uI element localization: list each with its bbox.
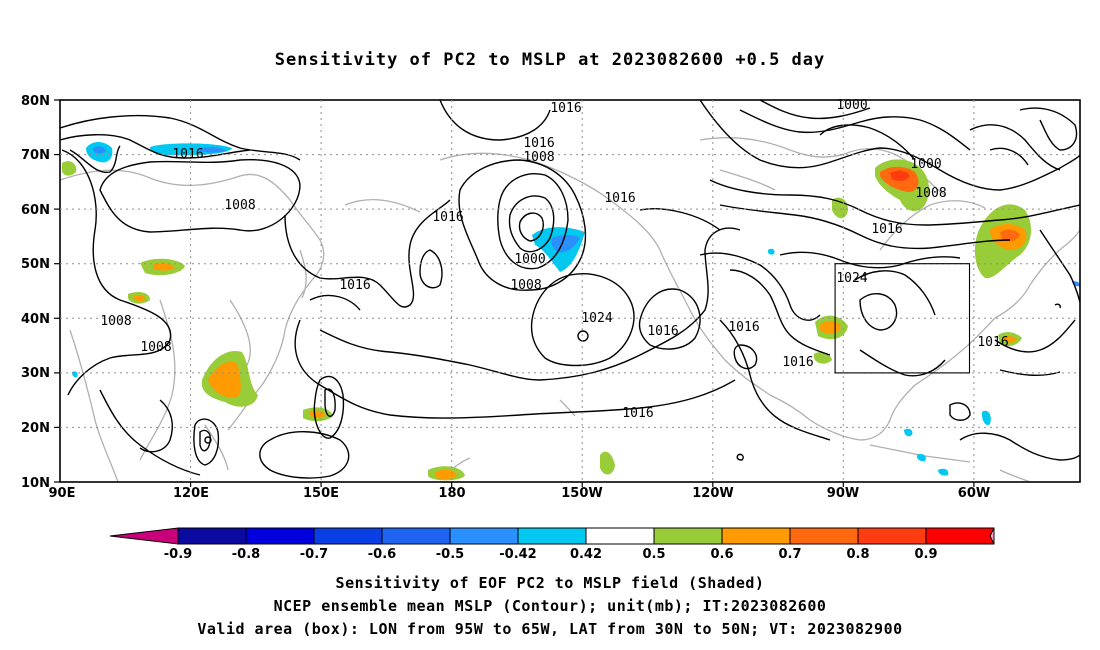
lat-label: 40N [21, 312, 50, 327]
colorbar: -0.9 -0.8 -0.7 -0.6 -0.5 -0.42 0.42 0.5 0.6 0.7 0.… [109, 527, 995, 562]
colorbar-segment [177, 527, 247, 545]
colorbar-segment [109, 527, 179, 545]
latitude-ticks [54, 99, 60, 483]
colorbar-label: -0.7 [300, 547, 328, 562]
colorbar-label: 0.9 [914, 547, 937, 562]
contour-label: 1016 [622, 406, 653, 421]
colorbar-label: 0.5 [642, 547, 665, 562]
colorbar-label: 0.7 [778, 547, 801, 562]
contour-label: 1000 [514, 252, 545, 267]
colorbar-segment [721, 527, 791, 545]
lon-label: 60W [958, 486, 990, 501]
colorbar-segment [857, 527, 927, 545]
lon-label: 120E [173, 486, 209, 501]
colorbar-segment [449, 527, 519, 545]
footer-line-contour: NCEP ensemble mean MSLP (Contour); unit(… [273, 597, 827, 615]
contour-label: 1016 [550, 101, 581, 116]
colorbar-label: 0.6 [710, 547, 733, 562]
lat-label: 20N [21, 421, 50, 436]
lat-label: 50N [21, 257, 50, 272]
colorbar-label: 0.8 [846, 547, 869, 562]
contour-label: 1008 [100, 314, 131, 329]
contour-label: 1016 [977, 335, 1008, 350]
contour-label: 1016 [432, 210, 463, 225]
lat-label: 10N [21, 476, 50, 491]
contour-label: 1008 [510, 278, 541, 293]
contour-label: 1008 [140, 340, 171, 355]
valid-area-box [834, 263, 971, 374]
lat-label: 30N [21, 366, 50, 381]
lat-label: 80N [21, 94, 50, 109]
colorbar-label: -0.6 [368, 547, 396, 562]
contour-label: 1008 [915, 186, 946, 201]
contour-label: 1008 [523, 150, 554, 165]
colorbar-segment [381, 527, 451, 545]
graticule [60, 100, 1080, 482]
colorbar-segment [517, 527, 587, 545]
contour-label: 1016 [604, 191, 635, 206]
colorbar-label: -0.42 [499, 547, 536, 562]
footer-line-valid-area: Valid area (box): LON from 95W to 65W, L… [197, 620, 903, 638]
contour-label: 1000 [910, 157, 941, 172]
contour-label: 1024 [581, 311, 612, 326]
lon-label: 150W [561, 486, 602, 501]
colorbar-segment [245, 527, 315, 545]
contour-label: 1008 [224, 198, 255, 213]
contour-labels: 1016 1008 1008 1008 1016 1016 1016 1016 … [100, 98, 1008, 421]
latitude-labels: 80N 70N 60N 50N 40N 30N 20N 10N [21, 94, 50, 491]
colorbar-segment [989, 527, 995, 545]
lon-label: 150E [303, 486, 339, 501]
contour-label: 1016 [647, 324, 678, 339]
lon-label: 120W [692, 486, 733, 501]
lon-label: 90W [827, 486, 859, 501]
coastlines [60, 137, 1080, 482]
contour-label: 1016 [782, 355, 813, 370]
contour-label: 1016 [339, 278, 370, 293]
positive-sensitivity-shading [62, 159, 1032, 481]
colorbar-label: -0.5 [436, 547, 464, 562]
map-border [59, 99, 1081, 483]
colorbar-segment [925, 527, 995, 545]
contour-label: 1016 [728, 320, 759, 335]
contour-label: 1024 [836, 271, 867, 286]
contour-label: 1000 [836, 98, 867, 113]
mslp-contours [60, 100, 1080, 479]
lat-label: 70N [21, 148, 50, 163]
contour-label: 1016 [523, 136, 554, 151]
contour-label: 1016 [871, 222, 902, 237]
colorbar-segment [585, 527, 655, 545]
colorbar-segment [653, 527, 723, 545]
colorbar-label: -0.8 [232, 547, 260, 562]
lon-label: 180 [438, 486, 465, 501]
chart-title: Sensitivity of PC2 to MSLP at 2023082600… [274, 50, 826, 70]
colorbar-segment [789, 527, 859, 545]
colorbar-segment [313, 527, 383, 545]
lat-label: 60N [21, 203, 50, 218]
longitude-labels: 90E 120E 150E 180 150W 120W 90W 60W [49, 486, 991, 501]
lon-label: 90E [49, 486, 76, 501]
longitude-ticks [190, 482, 975, 487]
footer-line-shading: Sensitivity of EOF PC2 to MSLP field (Sh… [335, 574, 765, 592]
contour-label: 1016 [172, 147, 203, 162]
colorbar-label: -0.9 [164, 547, 192, 562]
colorbar-label: 0.42 [570, 547, 602, 562]
